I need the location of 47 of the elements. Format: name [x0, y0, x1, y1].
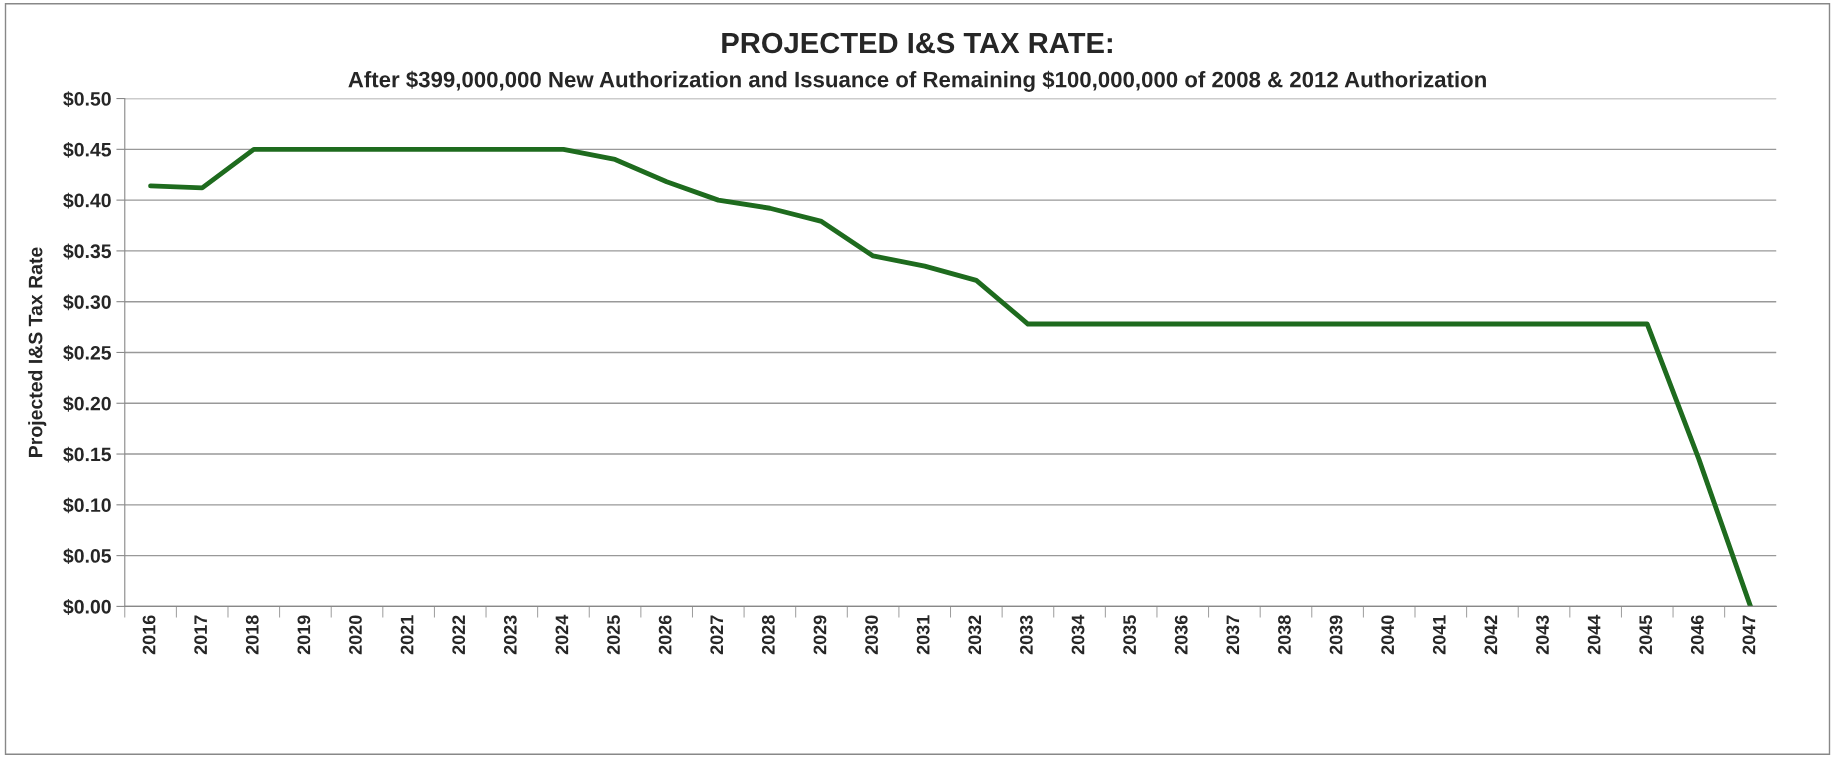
x-tick-label: 2030: [865, 615, 878, 655]
y-tick-label: $0.15: [63, 446, 112, 463]
line-series: [148, 146, 1753, 607]
y-tick-label: $0.00: [63, 599, 111, 615]
y-tick-label: $0.20: [63, 395, 111, 412]
x-tick-label: 2041: [1432, 615, 1446, 655]
x-tick-label: 2031: [916, 615, 930, 655]
x-tick-label: 2036: [1174, 615, 1188, 655]
y-tick-label: $0.50: [63, 91, 111, 108]
y-tick-label: $0.25: [63, 345, 112, 361]
x-tick-label: 2017: [194, 615, 208, 655]
x-tick-label: 2028: [761, 615, 775, 655]
chart-title: PROJECTED I&S TAX RATE:: [722, 32, 1112, 54]
x-tick-label: 2046: [1690, 615, 1704, 655]
x-tick-label: 2020: [349, 615, 362, 655]
y-tick-label: $0.10: [63, 497, 111, 514]
x-tick-label: 2025: [607, 615, 620, 655]
x-tick-label: 2034: [1071, 614, 1085, 655]
y-tick-label: $0.35: [63, 243, 112, 260]
x-tick-label: 2023: [503, 615, 517, 655]
x-tick-label: 2044: [1587, 614, 1601, 655]
x-tick-label: 2018: [245, 615, 259, 655]
x-tick-label: 2024: [555, 614, 569, 655]
y-tick-label: $0.30: [63, 294, 111, 311]
x-tick-label: 2045: [1639, 615, 1653, 655]
x-tick-label: 2042: [1484, 615, 1498, 655]
x-tick-label: 2035: [1123, 615, 1137, 655]
x-tick-label: 2039: [1329, 615, 1343, 655]
y-tick-label: $0.45: [63, 141, 112, 158]
x-tick-label: 2038: [1278, 615, 1291, 655]
x-tick-label: 2019: [297, 615, 311, 655]
chart-subtitle: After $399,000,000 New Authorization and Issuance of Remaining $100,000,000 of 2008 & 2012 Authorization: [348, 70, 1486, 92]
y-axis-title: Projected I&S Tax Rate: [28, 247, 47, 457]
x-tick-label: 2040: [1381, 615, 1395, 655]
x-tick-label: 2016: [142, 615, 156, 655]
y-tick-label: $0.40: [63, 192, 111, 209]
x-tick-label: 2033: [1020, 615, 1033, 655]
x-tick-label: 2043: [1536, 615, 1549, 655]
x-tick-label: 2029: [813, 615, 827, 655]
x-tick-label: 2022: [452, 615, 466, 655]
x-tick-label: 2027: [710, 615, 724, 655]
y-tick-label: $0.05: [63, 548, 112, 565]
x-tick-label: 2021: [400, 615, 414, 655]
x-tick-label: 2047: [1742, 615, 1756, 655]
x-tick-label: 2032: [968, 615, 982, 655]
x-tick-label: 2026: [658, 615, 672, 655]
x-tick-label: 2037: [1226, 615, 1240, 655]
